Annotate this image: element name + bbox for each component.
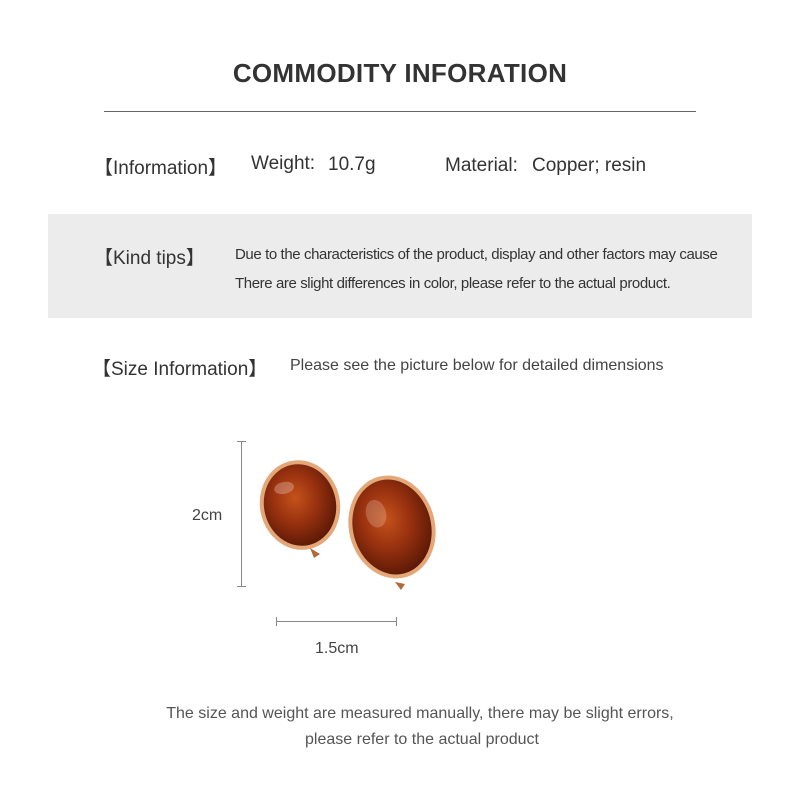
- material-value: Copper; resin: [532, 155, 647, 176]
- height-dimension-cap: [237, 441, 246, 442]
- footer-line: The size and weight are measured manuall…: [166, 705, 674, 722]
- size-information-text: Please see the picture below for detaile…: [290, 357, 664, 374]
- height-label: 2cm: [192, 507, 223, 524]
- title-divider: [104, 111, 696, 112]
- information-label: 【Information】: [94, 158, 228, 179]
- height-dimension-line: [241, 441, 242, 587]
- earring-right: [348, 475, 436, 579]
- page-title: COMMODITY INFORATION: [232, 58, 568, 88]
- material-label: Material:: [445, 155, 518, 176]
- height-dimension-cap: [237, 586, 246, 587]
- kind-tips-line: There are slight differences in color, p…: [235, 275, 671, 292]
- width-dimension-line: [276, 621, 397, 622]
- earrings-image: [259, 460, 436, 590]
- footer-line: please refer to the actual product: [305, 731, 539, 748]
- size-information-label: 【Size Information】: [92, 359, 268, 380]
- earring-left: [259, 460, 341, 550]
- width-label: 1.5cm: [315, 640, 359, 657]
- kind-tips-line: Due to the characteristics of the produc…: [235, 246, 718, 263]
- width-dimension-cap: [396, 617, 397, 626]
- kind-tips-label: 【Kind tips】: [94, 248, 205, 269]
- width-dimension-cap: [276, 617, 277, 626]
- weight-label: Weight:: [251, 153, 316, 174]
- weight-value: 10.7g: [328, 154, 376, 175]
- kind-tips-panel: [48, 214, 752, 318]
